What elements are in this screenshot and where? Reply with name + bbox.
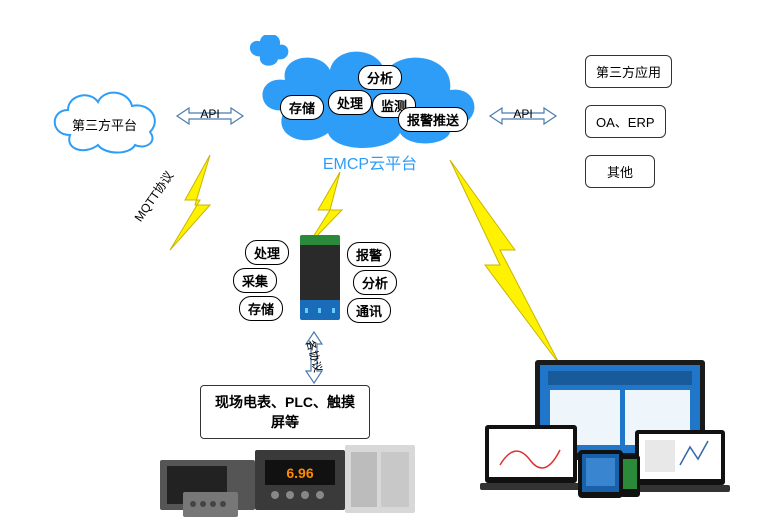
right-box-thirdparty: 第三方应用 xyxy=(585,55,672,88)
gw-left-collect: 采集 xyxy=(233,268,277,293)
client-displays-area xyxy=(480,355,730,505)
api-label-left: API xyxy=(200,107,219,121)
gateway-device-icon xyxy=(300,235,340,320)
right-box-oa-erp: OA、ERP xyxy=(585,105,666,138)
gw-left-process: 处理 xyxy=(245,240,289,265)
gw-right-analyze: 分析 xyxy=(353,270,397,295)
gateway-area: 处理 采集 存储 报警 分析 通讯 xyxy=(225,240,425,330)
cloud-feature-process: 处理 xyxy=(328,90,372,115)
lightning-left-icon xyxy=(155,150,235,260)
field-devices-area: 现场电表、PLC、触摸屏等 6.96 xyxy=(155,385,415,515)
third-party-cloud-label: 第三方平台 xyxy=(72,115,137,134)
cloud-feature-analyze: 分析 xyxy=(358,65,402,90)
cloud-feature-alert: 报警推送 xyxy=(398,107,468,132)
third-party-cloud: 第三方平台 xyxy=(40,80,170,160)
gw-right-alert: 报警 xyxy=(347,242,391,267)
gw-right-comm: 通讯 xyxy=(347,298,391,323)
api-arrow-left: API xyxy=(175,105,245,127)
gw-left-store: 存储 xyxy=(239,296,283,321)
api-arrow-right: API xyxy=(488,105,558,127)
cloud-feature-storage: 存储 xyxy=(280,95,324,120)
emcp-cloud-cluster: 存储 处理 分析 监测 报警推送 xyxy=(250,35,480,165)
client-displays-icon xyxy=(480,355,730,505)
api-label-right: API xyxy=(513,107,532,121)
device-display-value: 6.96 xyxy=(286,465,313,481)
right-box-other: 其他 xyxy=(585,155,655,188)
lightning-right-icon xyxy=(430,155,570,375)
field-devices-icon: 6.96 xyxy=(155,430,415,520)
